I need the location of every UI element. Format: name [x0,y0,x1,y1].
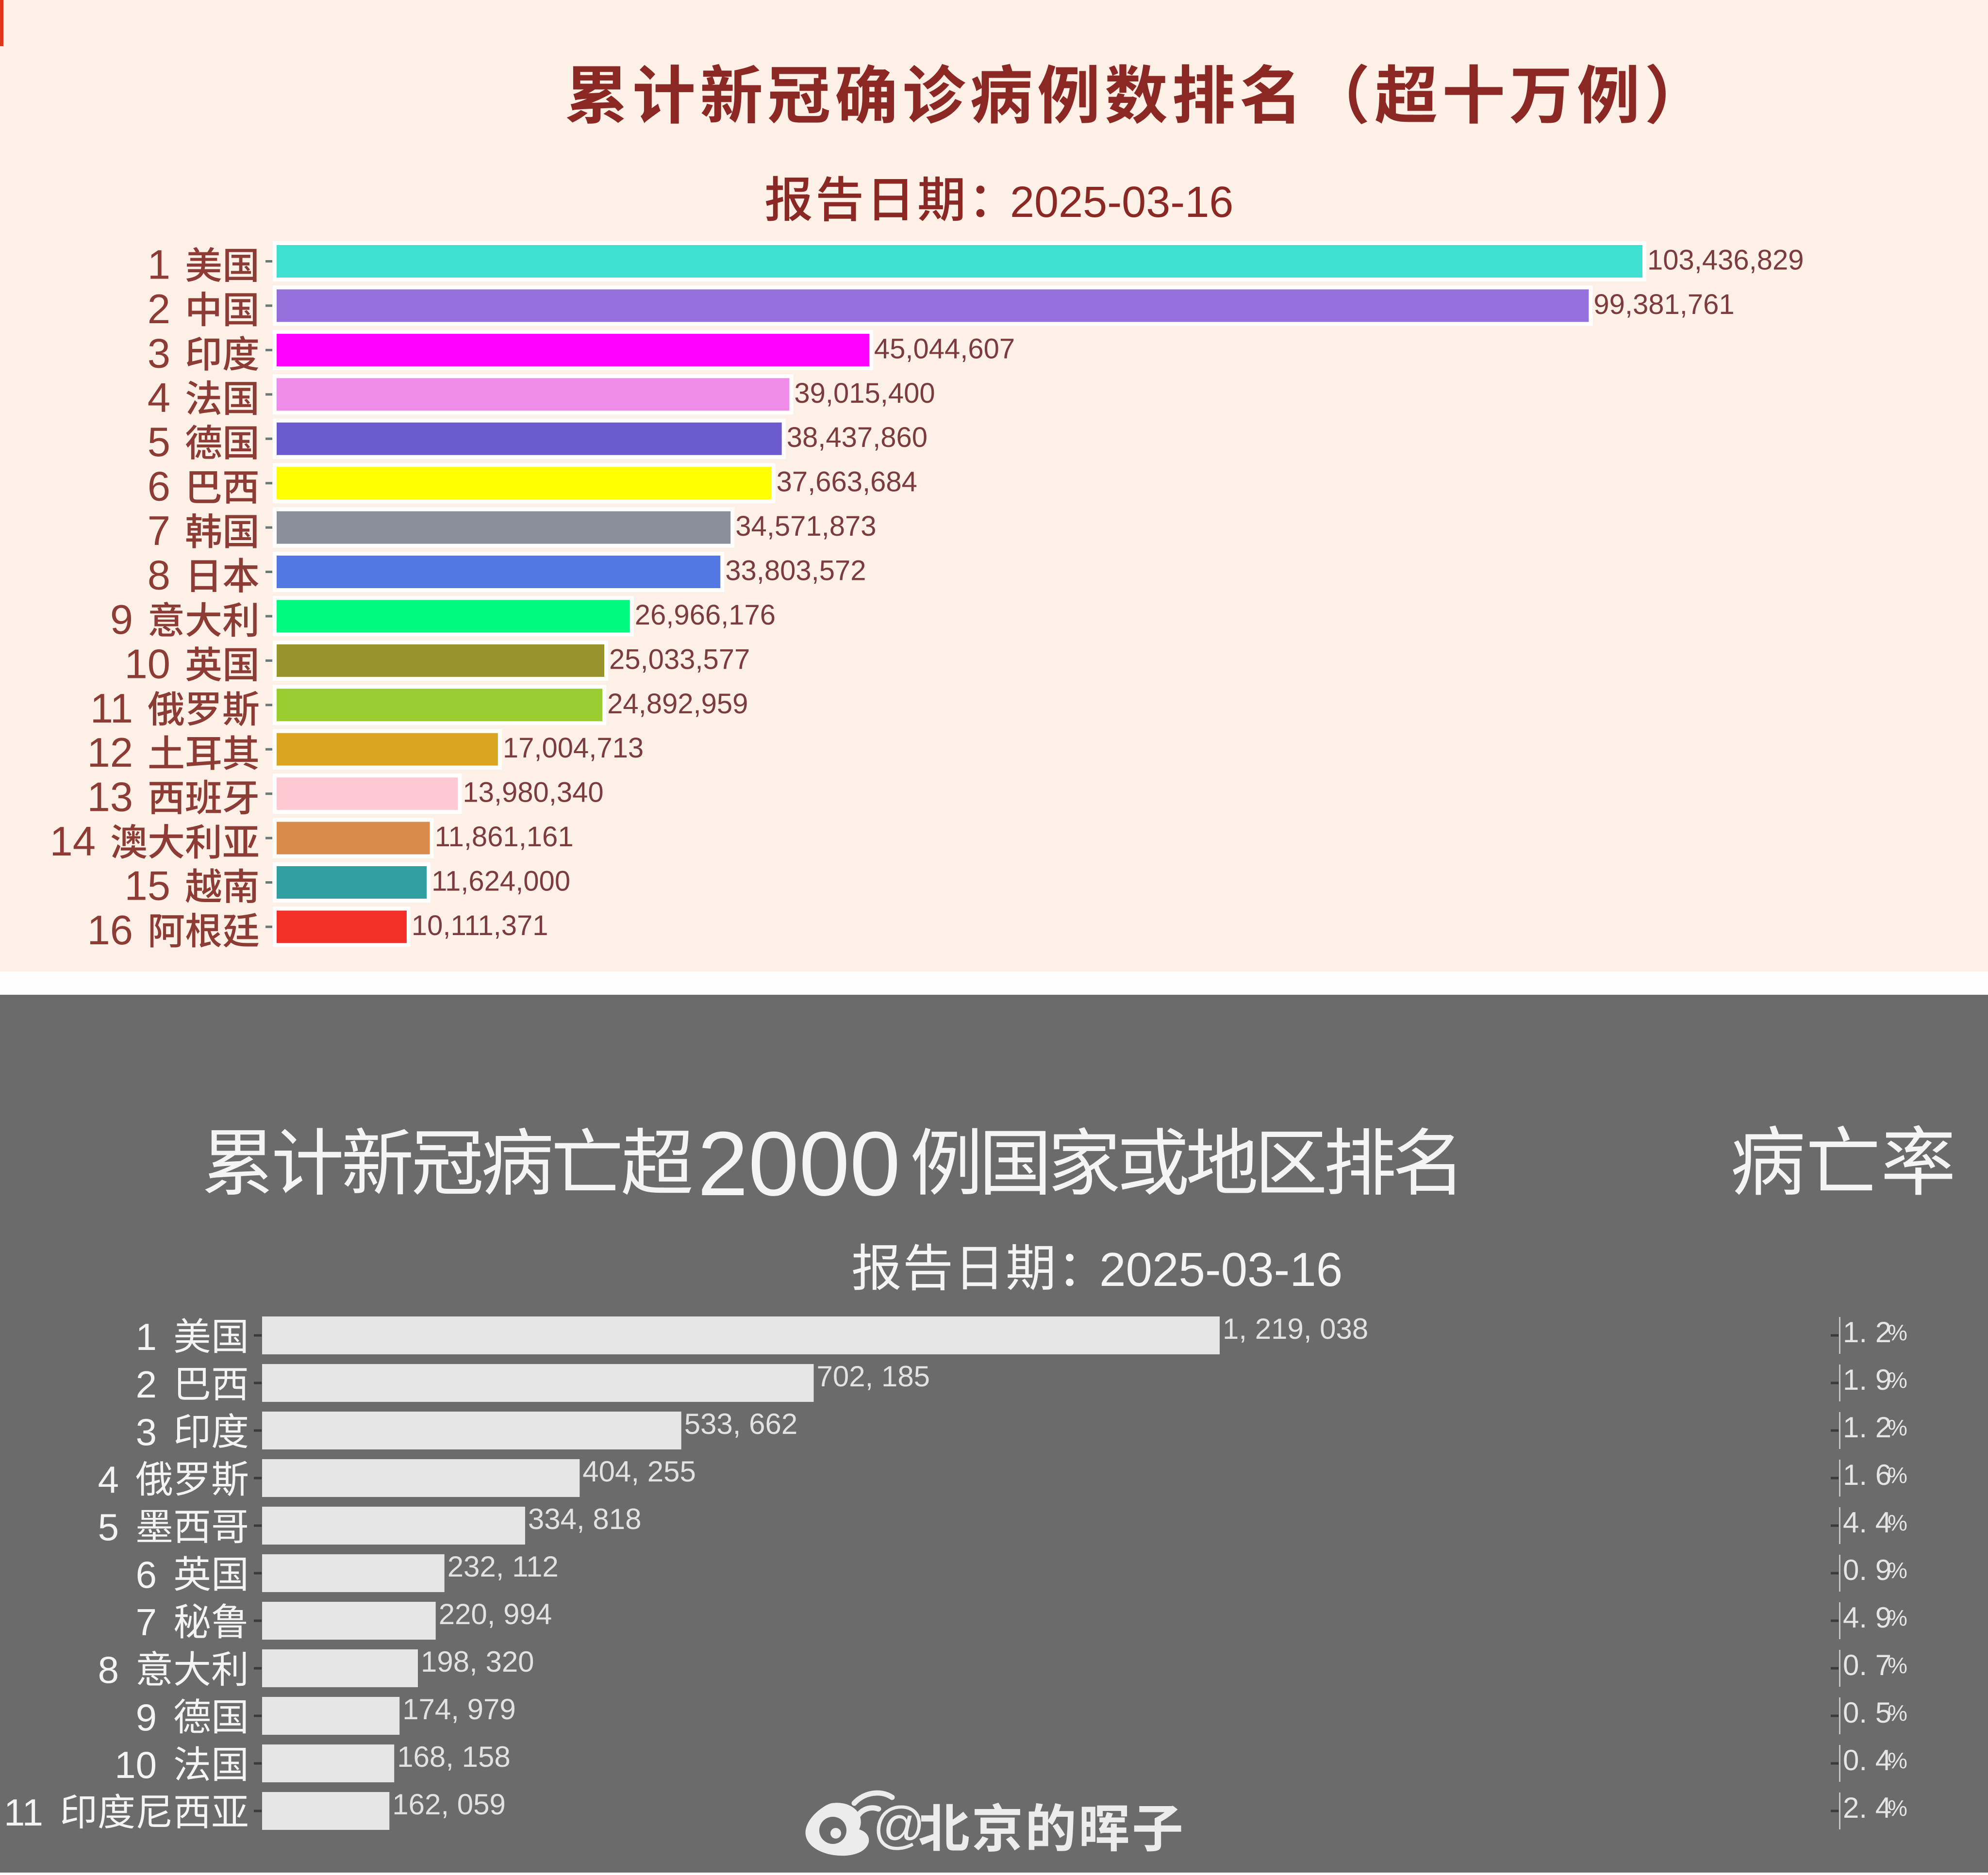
svg-text:0. 7: 0. 7 [1843,1649,1891,1681]
svg-text:2: 2 [148,286,170,332]
svg-text:34,571,873: 34,571,873 [735,510,876,542]
svg-text:24,892,959: 24,892,959 [607,688,748,720]
svg-text:1: 1 [136,1316,157,1358]
svg-text:1. 6: 1. 6 [1843,1459,1891,1491]
svg-text:16: 16 [87,907,133,954]
svg-text:9: 9 [136,1696,157,1739]
svg-text:1, 219, 038: 1, 219, 038 [1223,1313,1368,1345]
svg-text:1. 2: 1. 2 [1843,1411,1891,1444]
svg-text:8: 8 [98,1648,119,1691]
svg-text:162, 059: 162, 059 [392,1788,506,1821]
svg-text:2000: 2000 [697,1113,900,1215]
svg-text:0. 4: 0. 4 [1843,1744,1891,1776]
svg-text:533, 662: 533, 662 [684,1408,798,1440]
svg-text:404, 255: 404, 255 [582,1455,696,1488]
svg-text:38,437,860: 38,437,860 [787,422,928,453]
svg-text:39,015,400: 39,015,400 [794,378,935,409]
svg-text:334, 818: 334, 818 [528,1503,642,1535]
svg-text:%: % [1888,1558,1907,1583]
svg-text:37,663,684: 37,663,684 [777,466,917,498]
svg-text:9: 9 [110,597,133,643]
svg-text:2025-03-16: 2025-03-16 [1010,178,1233,227]
svg-text:%: % [1888,1748,1907,1773]
svg-text:13: 13 [87,774,133,821]
svg-text:7: 7 [136,1601,157,1644]
svg-text:%: % [1888,1700,1907,1726]
svg-text:11,861,161: 11,861,161 [435,821,574,853]
svg-text:99,381,761: 99,381,761 [1593,289,1734,320]
svg-text:%: % [1888,1605,1907,1630]
svg-text:14: 14 [50,819,96,865]
svg-text:10: 10 [124,641,170,687]
svg-text:4. 4: 4. 4 [1843,1506,1891,1539]
svg-text:45,044,607: 45,044,607 [874,333,1015,364]
svg-text:11: 11 [90,686,133,732]
svg-text:8: 8 [148,553,170,599]
svg-text:10,111,371: 10,111,371 [412,910,548,941]
svg-text:4: 4 [148,375,170,421]
svg-text:2025-03-16: 2025-03-16 [1099,1243,1342,1296]
svg-text:12: 12 [87,730,133,776]
svg-text:103,436,829: 103,436,829 [1647,245,1804,276]
svg-text:%: % [1888,1320,1907,1345]
svg-text:33,803,572: 33,803,572 [725,555,866,587]
svg-text:0. 5: 0. 5 [1843,1696,1891,1729]
svg-text:3: 3 [136,1411,157,1453]
svg-text:25,033,577: 25,033,577 [609,643,750,675]
svg-text:4. 9: 4. 9 [1843,1601,1891,1634]
svg-text:26,966,176: 26,966,176 [635,599,776,631]
svg-text:7: 7 [148,508,170,554]
svg-text:@: @ [873,1796,926,1854]
svg-text:17,004,713: 17,004,713 [503,732,644,764]
svg-text:6: 6 [136,1553,157,1596]
svg-text:3: 3 [148,330,170,377]
svg-text:15: 15 [124,863,170,909]
svg-text:5: 5 [148,419,170,465]
svg-text:702, 185: 702, 185 [817,1360,930,1393]
svg-text:%: % [1888,1367,1907,1393]
svg-text:11: 11 [4,1791,43,1834]
svg-text:6: 6 [148,464,170,510]
svg-text:5: 5 [98,1506,119,1548]
svg-text:11,624,000: 11,624,000 [431,866,570,897]
svg-text:%: % [1888,1653,1907,1678]
svg-text:0. 9: 0. 9 [1843,1554,1891,1586]
svg-text:1. 9: 1. 9 [1843,1364,1891,1396]
svg-text:1: 1 [148,242,170,288]
svg-text:174, 979: 174, 979 [402,1693,516,1726]
svg-text:%: % [1888,1510,1907,1535]
svg-text:4: 4 [98,1458,119,1501]
svg-text:%: % [1888,1415,1907,1440]
svg-text:2: 2 [136,1363,157,1406]
svg-text:2. 4: 2. 4 [1843,1792,1891,1824]
svg-text:232, 112: 232, 112 [447,1550,559,1583]
svg-text:%: % [1888,1795,1907,1821]
svg-text:168, 158: 168, 158 [397,1741,511,1773]
svg-text:%: % [1888,1463,1907,1488]
svg-text:13,980,340: 13,980,340 [463,777,603,808]
svg-text:1. 2: 1. 2 [1843,1316,1891,1349]
svg-text:10: 10 [115,1743,157,1786]
svg-text:198, 320: 198, 320 [421,1645,534,1678]
svg-text:220, 994: 220, 994 [439,1598,552,1630]
